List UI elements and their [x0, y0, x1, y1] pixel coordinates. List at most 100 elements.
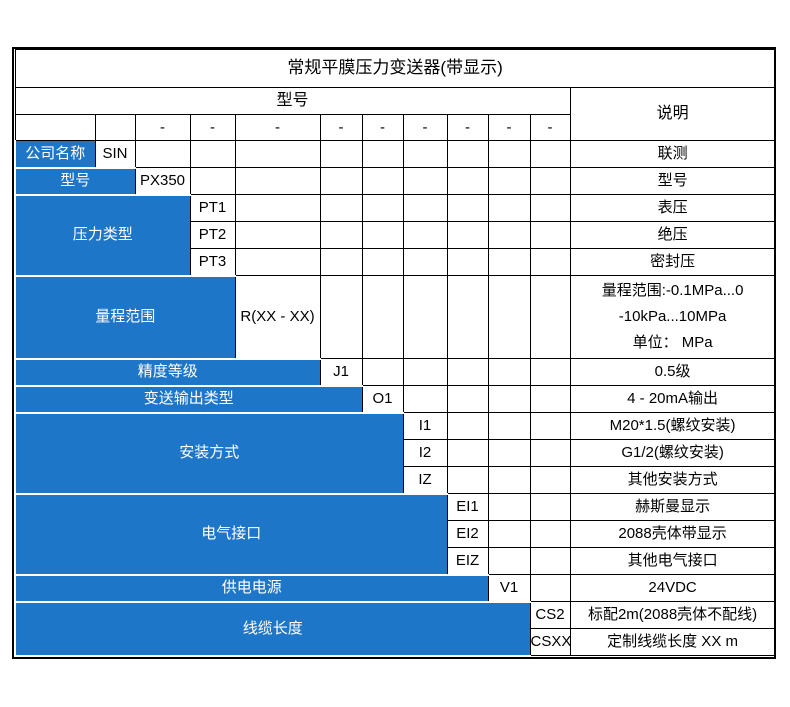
label-cable-length: 线缆长度 [14, 600, 531, 657]
empty-cell [361, 221, 404, 249]
code-cell: EI1 [446, 493, 489, 521]
empty-cell [402, 221, 448, 249]
empty-cell [402, 275, 448, 359]
empty-cell [487, 248, 531, 276]
empty-cell [189, 167, 236, 195]
empty-cell [487, 385, 531, 413]
empty-cell [189, 140, 236, 168]
empty-cell [487, 275, 531, 359]
empty-cell [319, 167, 363, 195]
empty-cell [14, 114, 96, 141]
page-title: 常规平膜压力变送器(带显示) [14, 49, 776, 88]
empty-cell [487, 221, 531, 249]
empty-cell [94, 114, 136, 141]
desc-cell: 密封压 [569, 248, 776, 276]
empty-cell [234, 167, 321, 195]
empty-cell [402, 194, 448, 222]
empty-cell [529, 358, 571, 386]
empty-cell [487, 466, 531, 494]
empty-cell [319, 194, 363, 222]
code-cell: I2 [402, 439, 448, 467]
desc-cell: 0.5级 [569, 358, 776, 386]
code-cell: PT2 [189, 221, 236, 249]
dash-cell: - [487, 114, 531, 141]
label-accuracy: 精度等级 [14, 357, 321, 387]
empty-cell [529, 167, 571, 195]
empty-cell [402, 140, 448, 168]
empty-cell [529, 248, 571, 276]
desc-cell: 其他安装方式 [569, 466, 776, 494]
desc-cell: 表压 [569, 194, 776, 222]
description-column-header: 说明 [569, 87, 776, 141]
range-desc-line: 单位： MPa [632, 334, 713, 351]
code-cell: SIN [94, 140, 136, 168]
empty-cell [446, 385, 489, 413]
empty-cell [234, 221, 321, 249]
label-company-name: 公司名称 [14, 140, 96, 169]
empty-cell [402, 385, 448, 413]
dash-cell: - [134, 114, 191, 141]
empty-cell [529, 385, 571, 413]
empty-cell [319, 140, 363, 168]
empty-cell [134, 140, 191, 168]
empty-cell [234, 194, 321, 222]
dash-cell: - [529, 114, 571, 141]
desc-cell: 联测 [569, 140, 776, 168]
empty-cell [487, 194, 531, 222]
spec-table: 常规平膜压力变送器(带显示) 型号 说明 - - - - - - - - - 公… [14, 49, 776, 657]
dash-cell: - [189, 114, 236, 141]
empty-cell [487, 520, 531, 548]
dash-cell: - [319, 114, 363, 141]
empty-cell [487, 547, 531, 575]
empty-cell [402, 358, 448, 386]
label-pressure-type: 压力类型 [14, 193, 191, 277]
empty-cell [446, 466, 489, 494]
label-range: 量程范围 [14, 274, 236, 360]
empty-cell [529, 547, 571, 575]
empty-cell [446, 439, 489, 467]
code-cell: I1 [402, 412, 448, 440]
empty-cell [446, 275, 489, 359]
desc-cell: 型号 [569, 167, 776, 195]
empty-cell [361, 140, 404, 168]
empty-cell [487, 358, 531, 386]
desc-cell: 赫斯曼显示 [569, 493, 776, 521]
empty-cell [487, 493, 531, 521]
dash-cell: - [361, 114, 404, 141]
label-installation: 安装方式 [14, 411, 404, 495]
label-electrical-interface: 电气接口 [14, 492, 448, 576]
empty-cell [234, 140, 321, 168]
code-cell: PX350 [134, 167, 191, 195]
empty-cell [446, 140, 489, 168]
desc-cell: 绝压 [569, 221, 776, 249]
code-cell: V1 [487, 574, 531, 602]
empty-cell [529, 221, 571, 249]
desc-cell: 定制线缆长度 XX m [569, 628, 776, 656]
range-desc-line: 量程范围:-0.1MPa...0 [601, 282, 744, 299]
empty-cell [529, 194, 571, 222]
code-cell: J1 [319, 358, 363, 386]
empty-cell [361, 275, 404, 359]
desc-cell: 其他电气接口 [569, 547, 776, 575]
empty-cell [402, 248, 448, 276]
empty-cell [487, 412, 531, 440]
empty-cell [529, 574, 571, 602]
desc-cell: 4 - 20mA输出 [569, 385, 776, 413]
desc-cell: 2088壳体带显示 [569, 520, 776, 548]
label-output-type: 变送输出类型 [14, 384, 363, 414]
desc-cell: 量程范围:-0.1MPa...0 -10kPa...10MPa 单位： MPa [569, 275, 776, 359]
empty-cell [529, 493, 571, 521]
empty-cell [487, 167, 531, 195]
empty-cell [446, 167, 489, 195]
code-cell: EIZ [446, 547, 489, 575]
desc-cell: 标配2m(2088壳体不配线) [569, 601, 776, 629]
desc-cell: G1/2(螺纹安装) [569, 439, 776, 467]
empty-cell [446, 412, 489, 440]
empty-cell [361, 167, 404, 195]
empty-cell [446, 221, 489, 249]
label-power-supply: 供电电源 [14, 573, 489, 603]
dash-cell: - [234, 114, 321, 141]
empty-cell [446, 358, 489, 386]
code-cell: IZ [402, 466, 448, 494]
code-cell: CS2 [529, 601, 571, 629]
